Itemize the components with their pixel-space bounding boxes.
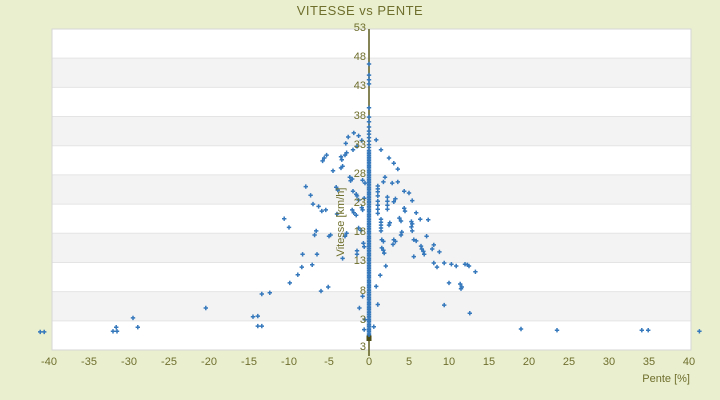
axis-end-marker	[366, 335, 372, 341]
plot-band	[52, 87, 691, 117]
y-tick-label: 23	[353, 197, 366, 210]
y-tick-label: 53	[353, 21, 366, 34]
x-tick-label: -30	[121, 356, 137, 368]
y-tick-label: 38	[353, 109, 366, 122]
plot-band	[52, 116, 691, 146]
plot-band	[52, 204, 691, 234]
y-axis-min-label: 3	[359, 341, 366, 353]
plot-band	[52, 320, 691, 350]
y-tick-label: 18	[353, 226, 366, 239]
x-tick-label: -35	[81, 356, 97, 368]
chart-title: VITESSE vs PENTE	[296, 3, 424, 18]
x-tick-label: 40	[682, 356, 696, 368]
plot-band	[52, 174, 691, 205]
plot-band	[52, 29, 691, 59]
x-tick-label: -5	[324, 356, 334, 368]
x-tick-label: -15	[241, 356, 257, 368]
plot-band	[52, 233, 691, 263]
y-tick-label: 3	[359, 313, 366, 326]
x-tick-label: -20	[201, 356, 217, 368]
plot-band	[52, 262, 691, 292]
x-tick-label: 10	[442, 356, 456, 368]
x-axis-title: Pente [%]	[642, 373, 690, 385]
x-tick-label: 30	[602, 356, 616, 368]
y-tick-label: 33	[353, 138, 366, 151]
scatter-points	[38, 61, 702, 337]
y-tick-label: 43	[353, 80, 366, 93]
y-tick-label: 13	[353, 255, 366, 268]
x-tick-label: 25	[562, 356, 576, 368]
plot-border	[51, 28, 692, 351]
plot-band	[52, 145, 691, 175]
x-tick-label: -40	[41, 356, 57, 368]
plot-band	[52, 58, 691, 88]
y-tick-label: 48	[353, 51, 366, 64]
x-tick-label: 0	[365, 356, 373, 368]
x-tick-label: -10	[281, 356, 297, 368]
x-tick-label: -25	[161, 356, 177, 368]
x-tick-label: 35	[642, 356, 656, 368]
y-tick-label: 8	[359, 284, 366, 297]
x-tick-label: 5	[405, 356, 413, 368]
y-tick-label: 28	[353, 167, 366, 180]
x-tick-label: 15	[482, 356, 496, 368]
x-tick-label: 20	[522, 356, 536, 368]
plot-band	[52, 291, 691, 321]
